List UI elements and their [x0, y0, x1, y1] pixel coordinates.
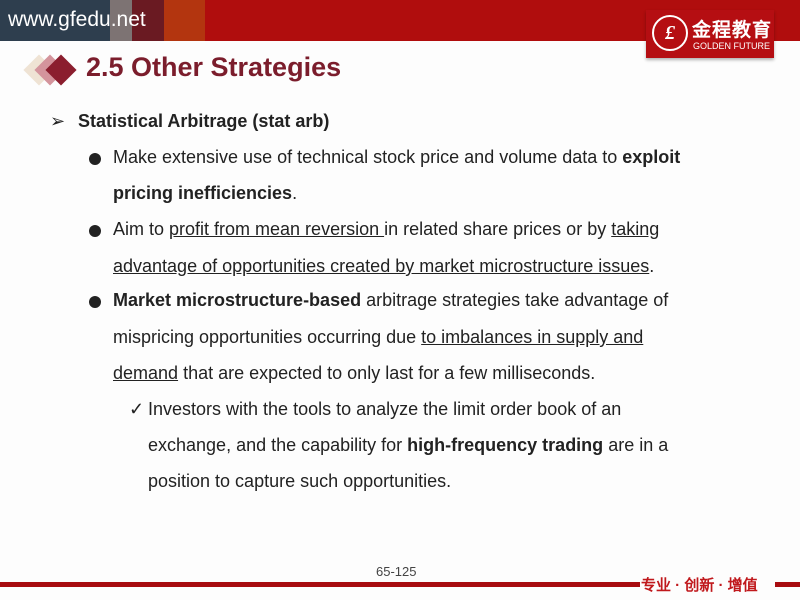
- text-line: demand that are expected to only last fo…: [113, 363, 596, 383]
- logo-text-en: GOLDEN FUTURE: [693, 41, 771, 51]
- text-line: exchange, and the capability for high-fr…: [148, 435, 669, 455]
- text-line: Market microstructure-based arbitrage st…: [113, 290, 669, 310]
- footer-line: [775, 582, 800, 587]
- header-segment: [132, 0, 164, 41]
- footer-slogan: 专业 · 创新 · 增值: [641, 577, 758, 594]
- text-line: Make extensive use of technical stock pr…: [113, 147, 681, 167]
- page-number: 65-125: [376, 564, 417, 579]
- footer-line: [0, 582, 640, 587]
- check-icon: ✓: [129, 399, 145, 419]
- logo: £ 金程教育 GOLDEN FUTURE: [646, 10, 774, 58]
- text-line: position to capture such opportunities.: [148, 471, 452, 491]
- section-heading: Statistical Arbitrage (stat arb): [78, 111, 330, 131]
- site-url: www.gfedu.net: [8, 8, 146, 31]
- header-segment: [0, 0, 110, 41]
- header-segment: [164, 0, 205, 41]
- text-line: advantage of opportunities created by ma…: [113, 256, 655, 276]
- slide-title: 2.5 Other Strategies: [86, 52, 342, 82]
- logo-text-cn: 金程教育: [692, 20, 773, 41]
- bullet-icon: [89, 153, 101, 165]
- header-segment: [110, 0, 132, 41]
- logo-emblem: £: [652, 15, 688, 51]
- text-line: Investors with the tools to analyze the …: [148, 399, 622, 419]
- bullet-icon: [89, 225, 101, 237]
- bullet-icon: [89, 296, 101, 308]
- text-line: mispricing opportunities occurring due t…: [113, 327, 644, 347]
- text-line: pricing inefficiencies.: [113, 183, 298, 203]
- arrow-bullet-icon: ➢: [50, 111, 66, 131]
- text-line: Aim to profit from mean reversion in rel…: [113, 219, 660, 239]
